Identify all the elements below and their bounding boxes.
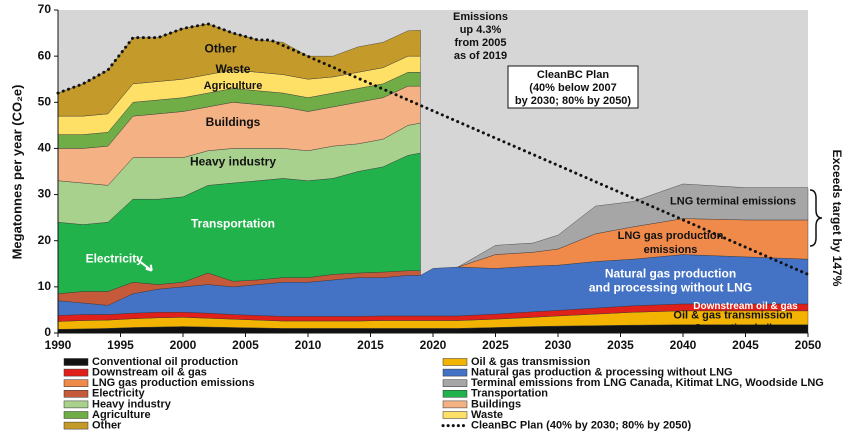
y-axis-label: Megatonnes per year (CO₂e) <box>9 85 24 260</box>
annotation: Exceeds target by 147% <box>830 150 844 287</box>
area-label: LNG terminal emissions <box>670 195 796 207</box>
legend-label: Agriculture <box>92 409 151 421</box>
area <box>457 183 809 268</box>
legend-swatch <box>442 390 468 398</box>
area-label: Other <box>204 41 236 55</box>
legend-label: Oil & gas transmission <box>471 356 590 368</box>
legend-label: Heavy industry <box>92 398 172 410</box>
y-tick-label: 30 <box>38 187 52 201</box>
y-tick-label: 50 <box>38 94 52 108</box>
legend-label: Electricity <box>92 388 145 400</box>
area-label: Oil & gas transmission <box>673 309 792 321</box>
brace <box>809 189 823 247</box>
legend-swatch <box>63 368 89 377</box>
x-tick-label: 1990 <box>45 338 72 352</box>
legend-label: Buildings <box>471 398 521 410</box>
legend-label: Downstream oil & gas <box>92 367 207 379</box>
area-label: Agriculture <box>204 80 263 92</box>
area-label: Transportation <box>191 217 275 231</box>
legend-swatch <box>63 411 89 419</box>
area-label: and processing without LNG <box>589 281 752 295</box>
x-tick-label: 2015 <box>357 338 384 352</box>
area-label: Waste <box>216 62 251 76</box>
x-tick-label: 2030 <box>545 338 572 352</box>
y-tick-label: 20 <box>38 233 52 247</box>
legend-label: Transportation <box>471 388 548 400</box>
legend-swatch <box>442 368 468 377</box>
arrow <box>136 258 153 272</box>
area-label: Buildings <box>206 115 261 129</box>
annotation-box <box>507 65 639 109</box>
area-label: Heavy industry <box>190 154 276 168</box>
legend-swatch <box>442 358 468 366</box>
y-tick-label: 10 <box>38 279 52 293</box>
y-tick-label: 0 <box>44 325 51 339</box>
legend-label: Waste <box>471 409 503 421</box>
annotation: by 2030; 80% by 2050) <box>515 95 632 107</box>
legend-swatch <box>63 379 89 387</box>
annotation: Emissions <box>453 11 508 23</box>
legend-label: Other <box>92 420 122 432</box>
legend-swatch <box>442 400 468 409</box>
area-label: Electricity <box>86 251 144 265</box>
x-tick-label: 2040 <box>670 338 697 352</box>
y-tick-label: 40 <box>38 141 52 155</box>
area-label: Downstream oil & gas <box>693 301 798 312</box>
legend-swatch <box>63 400 89 409</box>
x-tick-label: 2000 <box>170 338 197 352</box>
legend-swatch <box>63 358 89 366</box>
y-tick-label: 60 <box>38 48 52 62</box>
x-tick-label: 2020 <box>420 338 447 352</box>
annotation: (40% below 2007 <box>529 82 616 94</box>
area-label: emissions <box>644 244 698 256</box>
legend-label: CleanBC Plan (40% by 2030; 80% by 2050) <box>471 420 691 432</box>
x-tick-label: 2025 <box>482 338 509 352</box>
x-tick-label: 2010 <box>295 338 322 352</box>
annotation: up 4.3% <box>460 24 502 36</box>
legend-label: Natural gas production & processing with… <box>471 367 733 379</box>
x-tick-label: 2035 <box>607 338 634 352</box>
legend-label: LNG gas production emissions <box>92 377 255 389</box>
legend-label: Terminal emissions from LNG Canada, Kiti… <box>471 377 824 389</box>
area-label: Conventional oil <box>694 323 772 334</box>
x-tick-label: 2005 <box>232 338 259 352</box>
legend-label: Conventional oil production <box>92 356 238 368</box>
legend-swatch <box>63 390 89 398</box>
area-label: LNG gas production <box>618 230 724 242</box>
x-tick-label: 1995 <box>107 338 134 352</box>
annotation: from 2005 <box>455 37 507 49</box>
y-tick-label: 70 <box>38 2 52 16</box>
annotation: as of 2019 <box>454 50 507 62</box>
annotation: CleanBC Plan <box>537 69 609 81</box>
legend-swatch <box>442 411 468 419</box>
legend-swatch <box>442 379 468 387</box>
legend-swatch <box>63 421 89 430</box>
x-tick-label: 2050 <box>795 338 822 352</box>
x-tick-label: 2045 <box>732 338 759 352</box>
area-label: Natural gas production <box>605 267 736 281</box>
trend-line <box>56 22 810 276</box>
